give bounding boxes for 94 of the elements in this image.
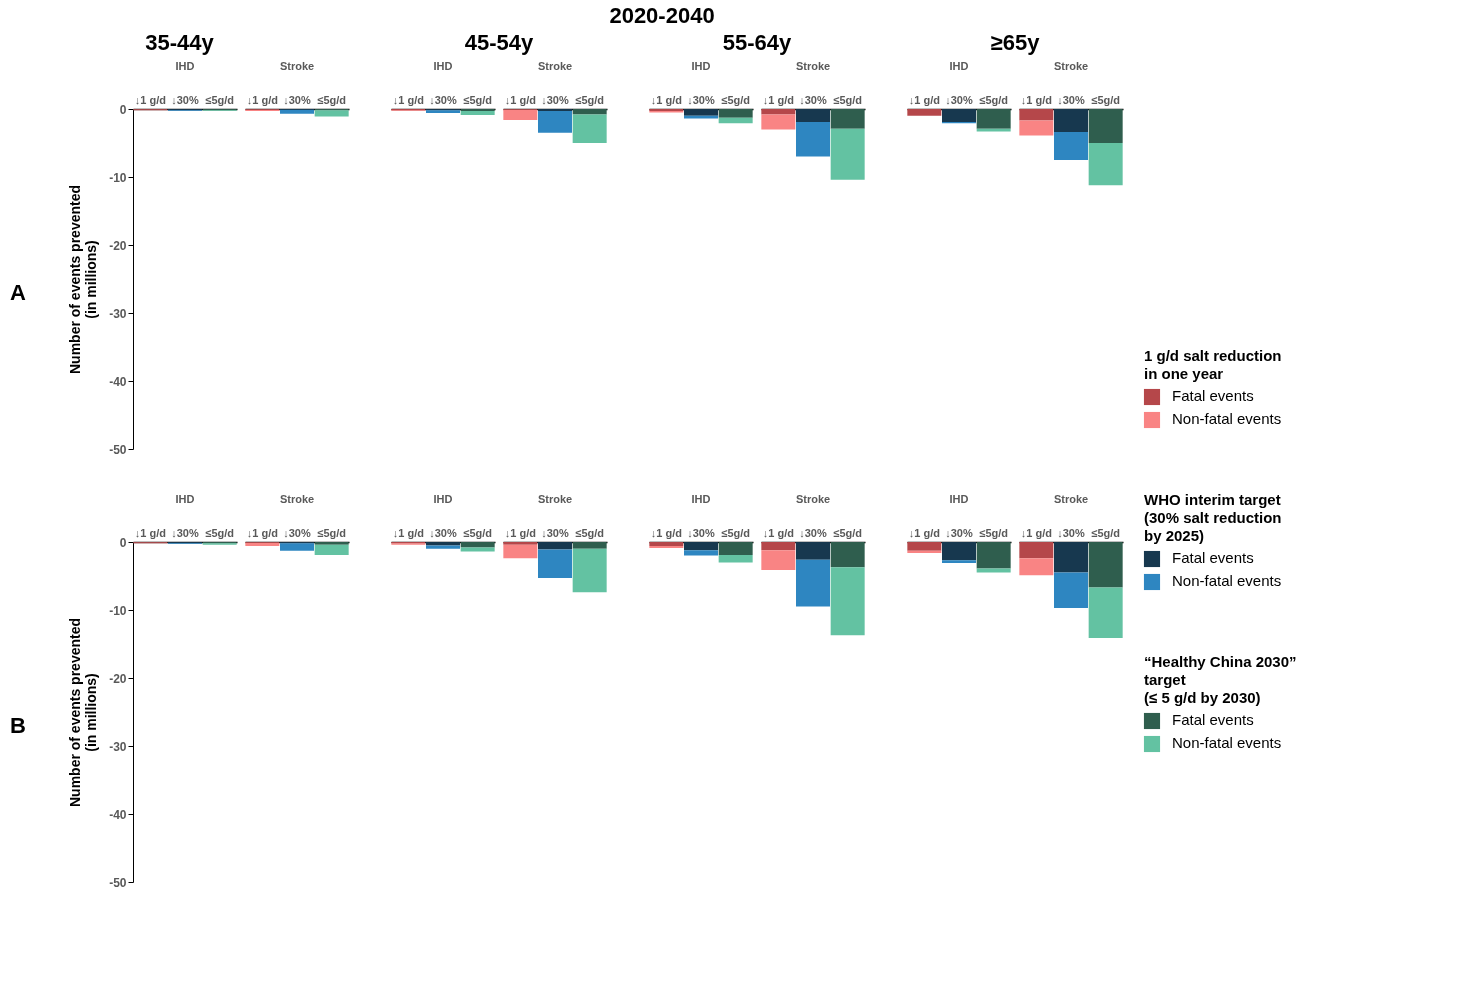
- text: 45-54y: [464, 30, 535, 55]
- x-tick-label: ≤5g/d: [833, 93, 862, 106]
- y-tick-label: -30: [109, 739, 127, 754]
- x-tick-label: ≤5g/d: [1091, 93, 1120, 106]
- chart-title: Stroke: [279, 493, 315, 505]
- x-tick-label: ≤5g/d: [575, 93, 604, 106]
- x-tick-label: ≤5g/d: [979, 526, 1008, 539]
- x-tick-label: ↓30%: [945, 526, 973, 539]
- text: 2020-2040: [609, 3, 715, 28]
- x-tick-label: ↓30%: [687, 93, 715, 106]
- y-tick-label: -40: [109, 374, 127, 389]
- x-tick-label: ≤5g/d: [721, 93, 750, 106]
- text: “Healthy China 2030” target (≤ 5 g/d by 2030): [1144, 653, 1297, 706]
- x-tick-label: ≤5g/d: [979, 93, 1008, 106]
- x-tick-label: ≤5g/d: [317, 526, 346, 539]
- chart-title: IHD: [433, 493, 453, 505]
- y-tick-label: 0: [119, 102, 127, 117]
- legend-label: Non-fatal events: [1172, 734, 1282, 751]
- x-tick-label: ↓30%: [1057, 93, 1085, 106]
- y-tick-label: -20: [109, 671, 127, 686]
- chart-title: IHD: [433, 60, 453, 72]
- y-axis-title: Number of events prevented (in millions): [67, 617, 100, 808]
- x-tick-label: ≤5g/d: [1091, 526, 1120, 539]
- x-tick-label: ↓30%: [799, 526, 827, 539]
- x-tick-label: ↓30%: [687, 526, 715, 539]
- legend-label: Fatal events: [1172, 387, 1254, 404]
- x-tick-label: ↓30%: [541, 93, 569, 106]
- y-tick-label: -40: [109, 807, 127, 822]
- x-tick-label: ≤5g/d: [317, 93, 346, 106]
- x-tick-label: ↓1 g/d: [650, 526, 682, 539]
- chart-title: IHD: [691, 60, 711, 72]
- x-tick-label: ↓1 g/d: [650, 93, 682, 106]
- chart-title: Stroke: [1053, 60, 1089, 72]
- x-tick-label: ↓1 g/d: [134, 526, 166, 539]
- y-tick-label: -50: [109, 875, 127, 890]
- x-tick-label: ↓1 g/d: [134, 93, 166, 106]
- x-tick-label: ≤5g/d: [721, 526, 750, 539]
- x-tick-label: ↓1 g/d: [504, 526, 536, 539]
- x-tick-label: ≤5g/d: [463, 526, 492, 539]
- y-tick-label: 0: [119, 535, 127, 550]
- x-tick-label: ↓1 g/d: [246, 93, 278, 106]
- x-tick-label: ↓1 g/d: [392, 526, 424, 539]
- x-tick-label: ↓1 g/d: [908, 526, 940, 539]
- x-tick-label: ↓30%: [171, 526, 199, 539]
- x-tick-label: ≤5g/d: [205, 93, 234, 106]
- legend-label: Non-fatal events: [1172, 410, 1282, 427]
- x-tick-label: ↓1 g/d: [392, 93, 424, 106]
- text: B: [10, 712, 26, 738]
- x-tick-label: ↓1 g/d: [246, 526, 278, 539]
- y-tick-label: -20: [109, 238, 127, 253]
- chart-title: IHD: [175, 60, 195, 72]
- chart-title: Stroke: [279, 60, 315, 72]
- y-tick-label: -10: [109, 170, 127, 185]
- x-tick-label: ↓1 g/d: [762, 93, 794, 106]
- chart-title: Stroke: [795, 60, 831, 72]
- chart-title: IHD: [175, 493, 195, 505]
- chart-title: Stroke: [795, 493, 831, 505]
- y-tick-label: -10: [109, 603, 127, 618]
- x-tick-label: ↓1 g/d: [1020, 526, 1052, 539]
- x-tick-label: ↓30%: [283, 526, 311, 539]
- x-tick-label: ↓1 g/d: [762, 526, 794, 539]
- x-tick-label: ↓30%: [429, 93, 457, 106]
- x-tick-label: ↓30%: [541, 526, 569, 539]
- legend-label: Fatal events: [1172, 711, 1254, 728]
- x-tick-label: ↓30%: [429, 526, 457, 539]
- x-tick-label: ↓30%: [1057, 526, 1085, 539]
- x-tick-label: ≤5g/d: [833, 526, 862, 539]
- text: 1 g/d salt reduction in one year: [1144, 347, 1282, 382]
- x-tick-label: ≤5g/d: [463, 93, 492, 106]
- x-tick-label: ↓1 g/d: [504, 93, 536, 106]
- text: 35-44y: [145, 30, 215, 55]
- x-tick-label: ≤5g/d: [205, 526, 234, 539]
- y-tick-label: -30: [109, 306, 127, 321]
- legend-label: Non-fatal events: [1172, 572, 1282, 589]
- chart-title: IHD: [691, 493, 711, 505]
- chart-title: Stroke: [1053, 493, 1089, 505]
- x-tick-label: ↓30%: [945, 93, 973, 106]
- text: A: [10, 279, 27, 305]
- x-tick-label: ↓1 g/d: [908, 93, 940, 106]
- text: WHO interim target (30% salt reduction by 2025): [1144, 491, 1282, 544]
- x-tick-label: ↓1 g/d: [1020, 93, 1052, 106]
- chart-title: Stroke: [537, 493, 573, 505]
- y-tick-label: -50: [109, 442, 127, 457]
- text: 55-64y: [722, 30, 793, 55]
- x-tick-label: ↓30%: [283, 93, 311, 106]
- chart-title: IHD: [949, 493, 969, 505]
- chart-title: Stroke: [537, 60, 573, 72]
- x-tick-label: ↓30%: [171, 93, 199, 106]
- x-tick-label: ↓30%: [799, 93, 827, 106]
- x-tick-label: ≤5g/d: [575, 526, 604, 539]
- legend-label: Fatal events: [1172, 549, 1254, 566]
- text: ≥65y: [990, 30, 1041, 55]
- y-axis-title: Number of events prevented (in millions): [67, 184, 100, 375]
- chart-title: IHD: [949, 60, 969, 72]
